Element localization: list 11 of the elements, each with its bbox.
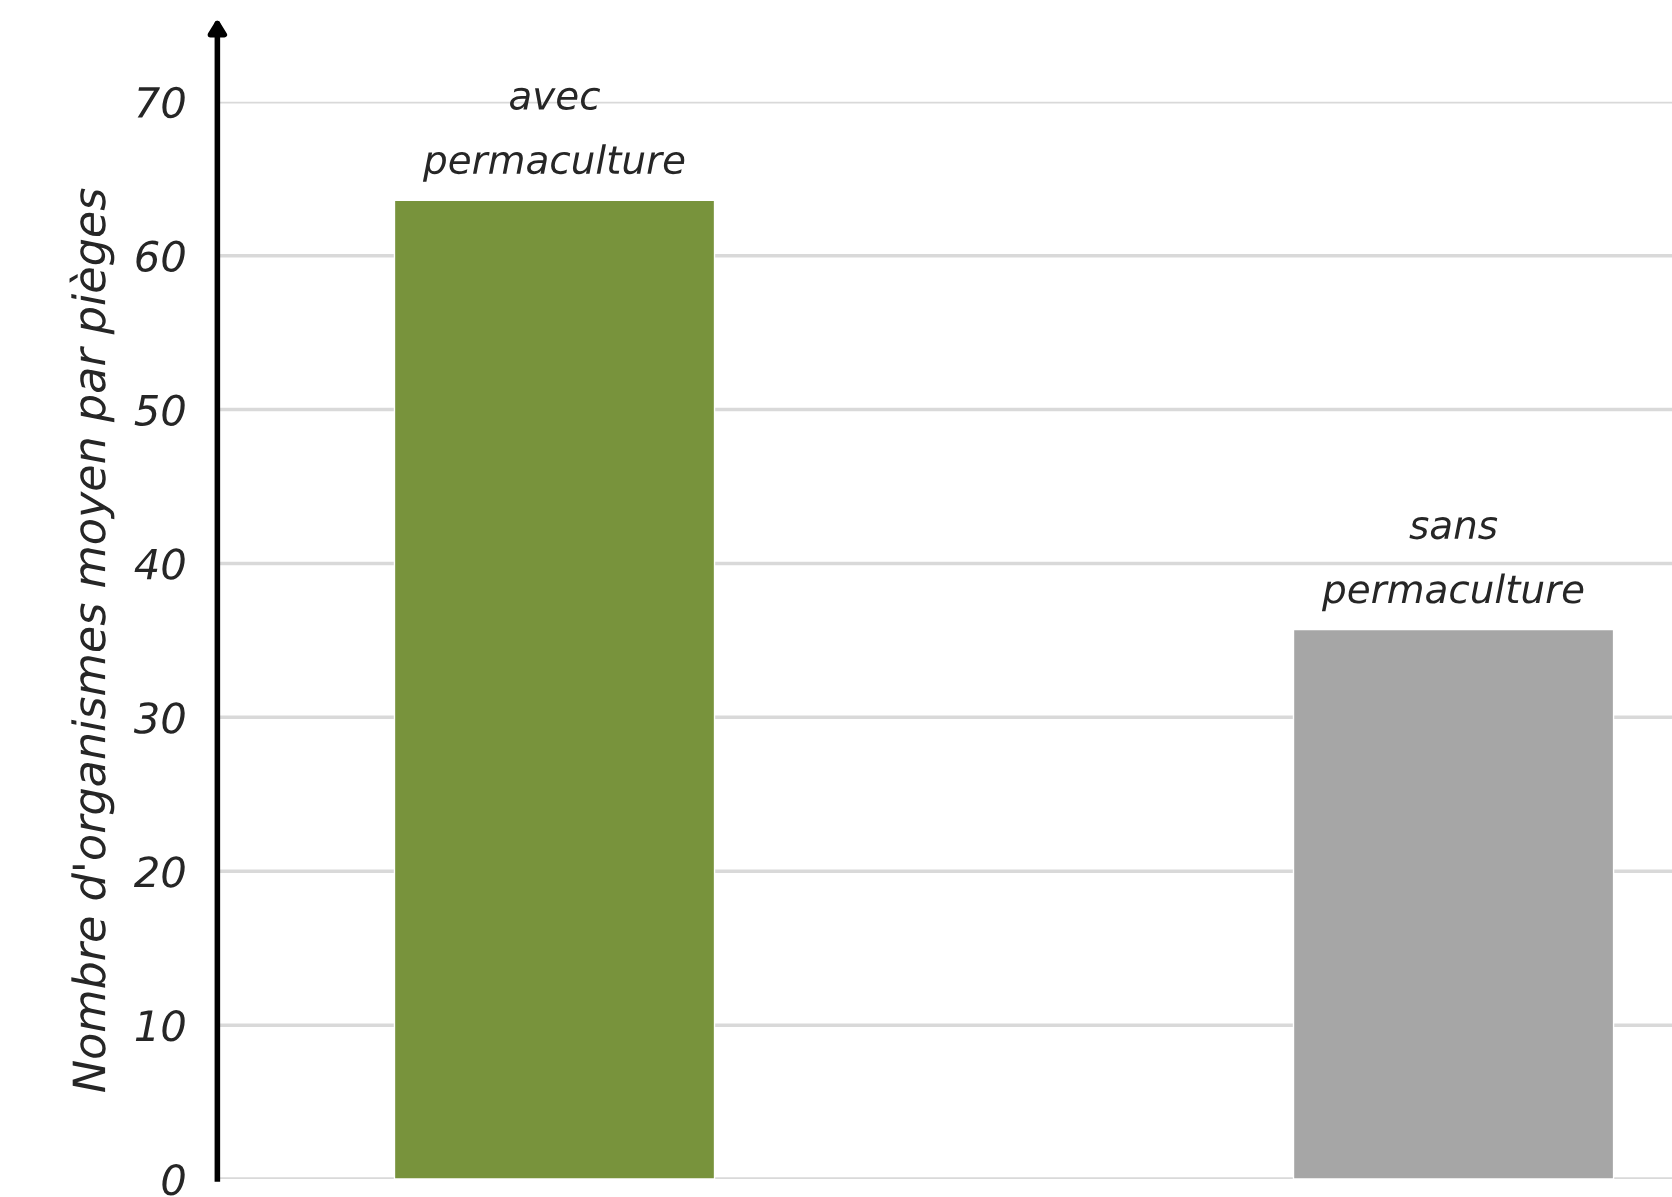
y-tick-label: 40 [134, 548, 185, 580]
y-tick-label: 70 [137, 86, 185, 119]
y-tick-label: 50 [134, 394, 185, 426]
y-tick-label: 10 [135, 1010, 185, 1042]
y-tick-label: 30 [133, 702, 185, 734]
y-tick-label: 0 [162, 1163, 185, 1196]
x-tick-label: avec permaculture [422, 87, 685, 182]
y-tick-label: 60 [136, 240, 185, 273]
x-tick-label: sans permaculture [1321, 517, 1584, 612]
y-axis-title: Nombre d'organismes moyen par pièges [69, 188, 115, 1092]
y-tick-label: 20 [133, 856, 185, 888]
